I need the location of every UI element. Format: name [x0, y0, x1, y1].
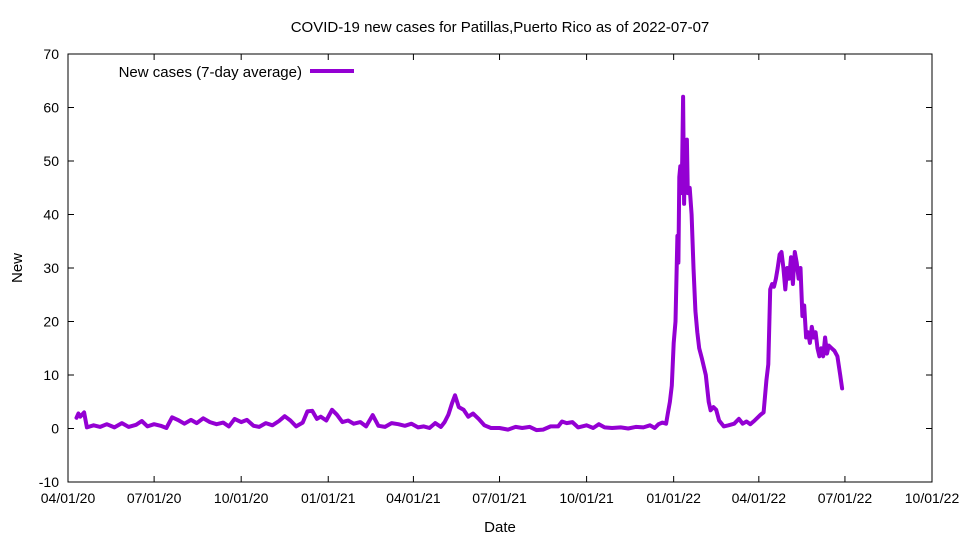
x-tick-label: 04/01/21 [386, 490, 441, 506]
x-tick-label: 07/01/22 [818, 490, 873, 506]
legend: New cases (7-day average) [119, 64, 354, 81]
y-tick-label: 60 [43, 100, 59, 116]
legend-label: New cases (7-day average) [119, 64, 302, 81]
y-tick-label: 30 [43, 260, 59, 276]
y-tick-label: 70 [43, 46, 59, 62]
x-tick-label: 01/01/21 [301, 490, 356, 506]
y-tick-label: 10 [43, 367, 59, 383]
x-axis: 04/01/20 07/01/20 10/01/20 01/01/21 04/01/21… [41, 54, 960, 506]
x-tick-label: 07/01/20 [127, 490, 182, 506]
x-tick-label: 04/01/20 [41, 490, 96, 506]
y-axis-title: New [9, 253, 26, 283]
x-tick-label: 10/01/21 [559, 490, 614, 506]
x-axis-title: Date [484, 519, 516, 536]
y-tick-label: -10 [39, 474, 59, 490]
y-tick-label: 40 [43, 207, 59, 223]
series-layer [74, 94, 845, 433]
y-tick-label: 20 [43, 314, 59, 330]
x-tick-label: 07/01/21 [472, 490, 527, 506]
x-tick-label: 10/01/20 [214, 490, 269, 506]
x-tick-label: 01/01/22 [646, 490, 701, 506]
y-axis: -10 0 10 20 30 40 50 60 70 [39, 46, 932, 490]
chart-title: COVID-19 new cases for Patillas,Puerto R… [291, 19, 710, 36]
y-tick-label: 0 [51, 421, 59, 437]
series-line-0 [74, 94, 845, 433]
x-tick-label: 04/01/22 [732, 490, 787, 506]
y-tick-label: 50 [43, 153, 59, 169]
x-tick-label: 10/01/22 [905, 490, 960, 506]
